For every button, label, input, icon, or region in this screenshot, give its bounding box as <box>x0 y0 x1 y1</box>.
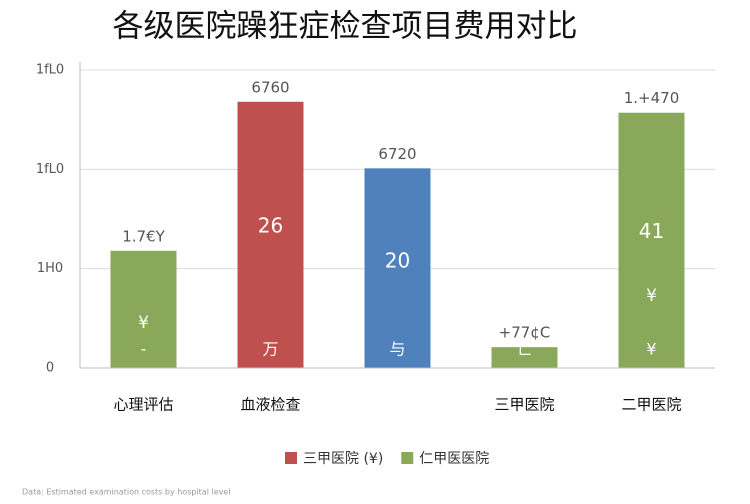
x-tick-label: 血液检查 <box>240 396 300 414</box>
legend-label: 仁甲医医院 <box>419 451 489 467</box>
bar-foot-label: 万 <box>262 340 278 359</box>
x-tick-label: 二甲医院 <box>621 396 681 414</box>
y-tick-label: 1fL0 <box>36 63 64 78</box>
legend-swatch <box>401 452 414 464</box>
legend-label: 三甲医院 (¥) <box>303 451 383 467</box>
bar <box>491 347 558 368</box>
bar-mid-label: 41 <box>639 219 664 243</box>
x-tick-label: 心理评估 <box>113 396 173 414</box>
legend-swatch <box>285 452 297 464</box>
y-tick-label: 1fL0 <box>36 162 64 177</box>
bar <box>110 250 177 368</box>
bar <box>618 112 685 368</box>
bar <box>364 168 431 368</box>
bar-top-label: 1.7€Y <box>122 227 165 245</box>
x-tick-label: 三甲医院 <box>494 396 554 414</box>
bar-top-label: 1.+470 <box>624 89 680 107</box>
bar-top-label: 6720 <box>378 145 416 163</box>
bar-top-label: +77¢C <box>499 324 551 342</box>
bar-low-label: ¥ <box>138 313 149 333</box>
bar-foot-label: ¥ <box>646 340 656 359</box>
bar-foot-label: 亡 <box>516 340 532 359</box>
y-tick-label: 1H0 <box>37 261 63 276</box>
y-tick-label: 0 <box>46 361 54 376</box>
footnote: Data: Estimated examination costs by hos… <box>22 488 231 497</box>
bar-top-label: 6760 <box>251 78 289 96</box>
bar-foot-label: - <box>141 340 147 359</box>
bar-foot-label: 与 <box>389 340 405 359</box>
bar <box>237 101 304 368</box>
bar-mid-label: 26 <box>258 213 283 237</box>
bar-low-label: ¥ <box>646 286 657 306</box>
bar-mid-label: 20 <box>385 249 410 273</box>
chart-title: 各级医院躁狂症检查项目费用对比 <box>113 9 578 45</box>
